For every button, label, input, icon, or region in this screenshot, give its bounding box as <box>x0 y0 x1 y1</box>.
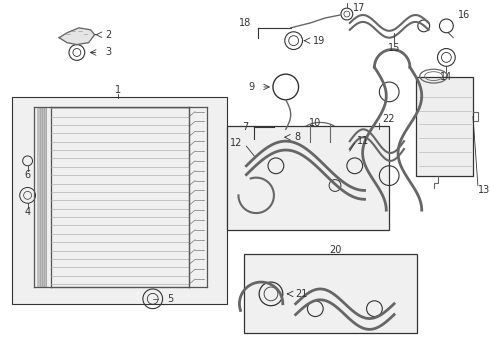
Text: 12: 12 <box>230 138 243 148</box>
Text: 9: 9 <box>248 82 254 92</box>
Text: 6: 6 <box>24 170 31 180</box>
Bar <box>245 255 417 333</box>
Bar <box>416 77 473 176</box>
Text: 2: 2 <box>105 30 112 40</box>
Bar <box>227 126 389 230</box>
Text: 19: 19 <box>313 36 325 46</box>
Text: 4: 4 <box>24 207 31 217</box>
Text: 1: 1 <box>115 85 122 95</box>
Text: 17: 17 <box>353 3 365 13</box>
Text: 21: 21 <box>295 289 308 299</box>
Text: 10: 10 <box>309 118 321 129</box>
Text: 18: 18 <box>239 18 251 28</box>
Text: 15: 15 <box>388 42 400 53</box>
Text: 22: 22 <box>382 114 395 125</box>
Text: 16: 16 <box>458 10 470 20</box>
Text: 8: 8 <box>294 132 301 142</box>
Text: 20: 20 <box>329 244 341 255</box>
Bar <box>12 97 227 304</box>
Polygon shape <box>59 28 95 45</box>
Text: 14: 14 <box>440 72 452 82</box>
Text: 7: 7 <box>242 122 248 132</box>
Text: 5: 5 <box>168 294 174 304</box>
Text: 3: 3 <box>105 48 112 58</box>
Text: 11: 11 <box>357 136 369 146</box>
Text: 13: 13 <box>478 185 490 195</box>
